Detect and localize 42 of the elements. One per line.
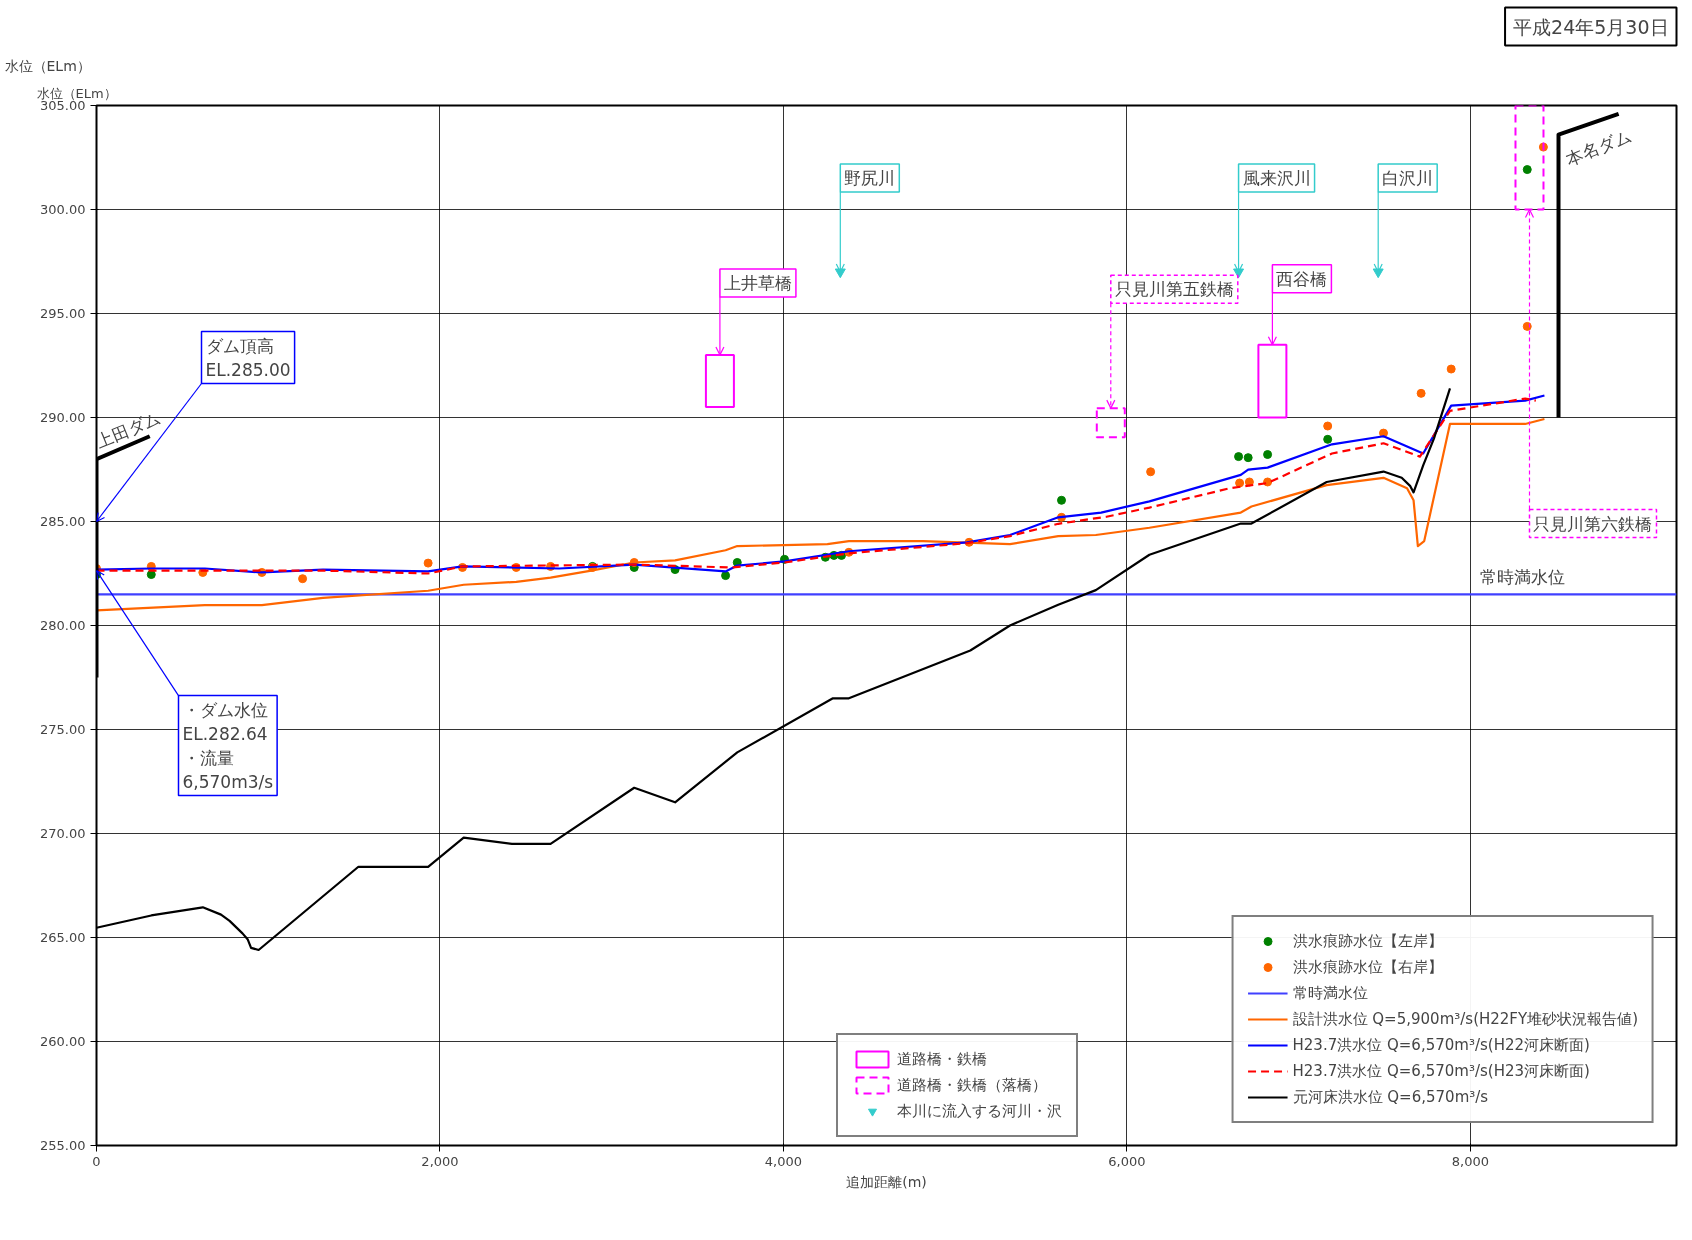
legend-label: 洪水痕跡水位【左岸】 (1292, 931, 1443, 951)
text: 平成24年5月30日 (1513, 15, 1669, 38)
legend-label: H23.7洪水位 Q=6,570m³/s(H22河床断面) (1292, 1035, 1590, 1055)
y-tick-label: 280.00 (40, 618, 86, 633)
legend-label: 洪水痕跡水位【右岸】 (1292, 957, 1443, 977)
text: 水位（ELm） (4, 57, 91, 74)
annotation: 本名ダム (1563, 125, 1634, 170)
legend-label: 本川に流入する河川・沢 (897, 1101, 1062, 1121)
annotation: 只見川第六鉄橋 (1533, 513, 1653, 534)
legend-label: 元河床洪水位 Q=6,570m³/s (1292, 1087, 1489, 1107)
x-tick-label: 6,000 (1108, 1153, 1146, 1169)
x-tick-label: 2,000 (421, 1153, 459, 1169)
y-axis-title: 水位（ELm） (36, 85, 117, 101)
legend-label: 常時満水位 (1292, 983, 1368, 1003)
y-tick-label: 290.00 (40, 410, 86, 425)
annotation: 上井草橋 (723, 273, 792, 294)
annotation: 上田ダム (93, 407, 164, 452)
annotation: 常時満水位 (1480, 567, 1566, 588)
annotation: 白沢川 (1382, 167, 1434, 188)
annotation: 只見川第五鉄橋 (1114, 279, 1234, 300)
annotation: 野尻川 (844, 167, 896, 188)
y-tick-label: 285.00 (40, 514, 86, 529)
legend-label: 道路橋・鉄橋 (897, 1049, 987, 1069)
y-tick-label: 275.00 (40, 722, 86, 737)
annotation: ダム頂高 EL.285.00 (205, 335, 291, 380)
y-tick-label: 255.00 (40, 1138, 86, 1153)
x-tick-label: 0 (92, 1153, 101, 1169)
x-tick-label: 8,000 (1451, 1153, 1490, 1169)
y-tick-label: 270.00 (40, 826, 86, 841)
y-tick-label: 295.00 (40, 306, 86, 321)
legend-label: H23.7洪水位 Q=6,570m³/s(H23河床断面) (1292, 1061, 1590, 1081)
legend-label: 設計洪水位 Q=5,900m³/s(H22FY堆砂状況報告値) (1292, 1009, 1638, 1029)
y-tick-label: 300.00 (40, 202, 86, 217)
annotation: ・ダム水位 EL.282.64 ・流量 6,570m3/s (182, 699, 274, 792)
legend-label: 道路橋・鉄橋（落橋） (897, 1075, 1047, 1095)
annotation: 西谷橋 (1276, 268, 1328, 289)
x-tick-label: 4,000 (764, 1153, 803, 1169)
annotation: 風来沢川 (1242, 167, 1311, 188)
y-tick-label: 260.00 (40, 1034, 86, 1049)
x-axis-title: 追加距離(m) (846, 1173, 927, 1190)
y-tick-label: 265.00 (40, 930, 86, 945)
y-tick-label: 305.00 (40, 98, 86, 113)
